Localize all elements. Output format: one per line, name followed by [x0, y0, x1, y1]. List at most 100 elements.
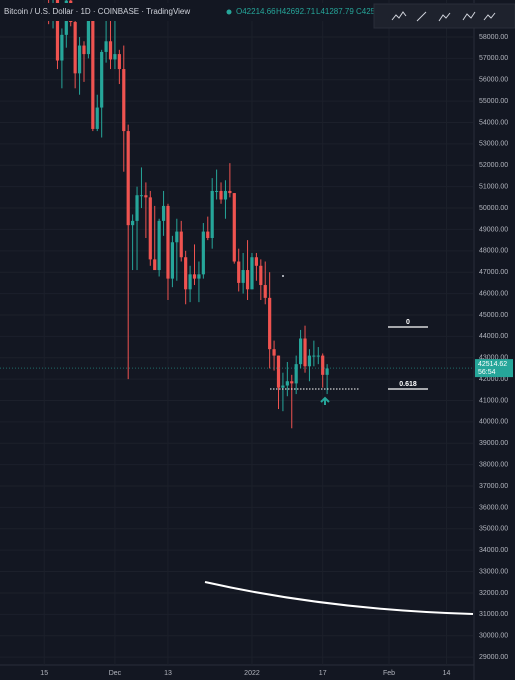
candle-body — [139, 195, 144, 197]
candle-body — [82, 45, 86, 55]
candle-body — [166, 205, 170, 279]
candle-body — [135, 195, 139, 221]
candle-body — [298, 338, 303, 365]
candle-body — [95, 107, 99, 129]
candle-body — [268, 297, 272, 350]
toolbar — [373, 3, 515, 29]
x-tick-label: 17 — [319, 670, 327, 677]
y-tick-label: 51000.00 — [479, 184, 508, 191]
y-tick-label: 47000.00 — [479, 269, 508, 276]
y-tick-label: 43000.00 — [479, 355, 508, 362]
y-tick-label: 48000.00 — [479, 248, 508, 255]
candle-body — [108, 41, 113, 60]
candle-body — [100, 51, 104, 108]
candle-body — [215, 190, 219, 192]
ohlc-value: O42214.66 — [236, 7, 276, 16]
candle-body — [148, 197, 152, 260]
candle-body — [228, 190, 232, 194]
candle-body — [237, 261, 241, 283]
candle-body — [263, 285, 267, 298]
y-tick-label: 37000.00 — [479, 483, 508, 490]
ohlc-value: C4251 — [356, 7, 380, 16]
y-tick-label: 41000.00 — [479, 397, 508, 404]
candle-body — [131, 220, 135, 226]
ohlc-value: L41287.79 — [316, 7, 354, 16]
candle-body — [201, 231, 205, 275]
fib-label: 0.618 — [399, 381, 417, 388]
candle-body — [122, 69, 126, 132]
candle-body — [197, 274, 201, 279]
candle-body — [290, 381, 294, 384]
candle-body — [113, 54, 117, 60]
candle-body — [316, 355, 320, 357]
candle-body — [272, 349, 276, 356]
candle-body — [60, 34, 64, 61]
y-tick-label: 58000.00 — [479, 34, 508, 41]
y-tick-label: 55000.00 — [479, 98, 508, 105]
candle-body — [281, 385, 285, 388]
candle-body — [55, 0, 60, 61]
candle-body — [126, 131, 130, 226]
candle-body — [104, 41, 108, 52]
y-tick-label: 50000.00 — [479, 205, 508, 212]
candle-body — [144, 195, 148, 198]
candle-body — [170, 242, 175, 279]
candle-body — [232, 193, 236, 262]
x-tick-label: Feb — [383, 670, 395, 677]
status-dot — [226, 9, 232, 15]
candle-body — [153, 259, 157, 271]
ohlc-value: H42692.71 — [276, 7, 316, 16]
chart-title: Bitcoin / U.S. Dollar · 1D · COINBASE · … — [4, 7, 190, 16]
candle-body — [157, 220, 161, 271]
y-tick-label: 40000.00 — [479, 419, 508, 426]
y-tick-label: 46000.00 — [479, 290, 508, 297]
candle-body — [325, 368, 329, 375]
y-tick-label: 36000.00 — [479, 504, 508, 511]
candle-body — [285, 381, 289, 386]
y-tick-label: 34000.00 — [479, 547, 508, 554]
candle-body — [117, 54, 121, 70]
candle-body — [192, 274, 197, 279]
candle-body — [184, 257, 188, 290]
candle-body — [259, 265, 263, 286]
candle-body — [188, 274, 192, 290]
candle-body — [206, 231, 210, 238]
candle-body — [250, 257, 254, 290]
y-tick-label: 32000.00 — [479, 590, 508, 597]
y-tick-label: 56000.00 — [479, 77, 508, 84]
candle-body — [294, 364, 298, 384]
candle-body — [321, 355, 325, 375]
y-tick-label: 39000.00 — [479, 440, 508, 447]
candle-body — [219, 190, 223, 200]
y-tick-label: 29000.00 — [479, 654, 508, 661]
y-tick-label: 49000.00 — [479, 226, 508, 233]
candle-body — [307, 355, 312, 367]
candle-body — [303, 338, 307, 367]
y-tick-label: 42000.00 — [479, 376, 508, 383]
x-tick-label: 15 — [40, 670, 48, 677]
ohlc-legend: O42214.66 H42692.71 L41287.79 C4251 — [226, 7, 380, 16]
y-tick-label: 52000.00 — [479, 162, 508, 169]
candle-body — [276, 355, 281, 388]
candle-body — [254, 257, 258, 266]
x-tick-label: 13 — [164, 670, 172, 677]
candle-body — [175, 231, 179, 243]
drawn-curve — [204, 581, 474, 615]
y-tick-label: 31000.00 — [479, 611, 508, 618]
candle-body — [312, 355, 316, 357]
candle-body — [73, 22, 77, 74]
candle-body — [241, 270, 245, 283]
y-tick-label: 44000.00 — [479, 333, 508, 340]
x-tick-label: 14 — [443, 670, 451, 677]
y-tick-label: 33000.00 — [479, 568, 508, 575]
candle-body — [77, 45, 82, 74]
candle-body — [210, 190, 214, 238]
y-tick-label: 35000.00 — [479, 526, 508, 533]
x-tick-label: Dec — [109, 670, 122, 677]
y-tick-label: 54000.00 — [479, 119, 508, 126]
last-price-label: 42514.62 — [478, 361, 507, 368]
last-price-box — [475, 359, 513, 378]
